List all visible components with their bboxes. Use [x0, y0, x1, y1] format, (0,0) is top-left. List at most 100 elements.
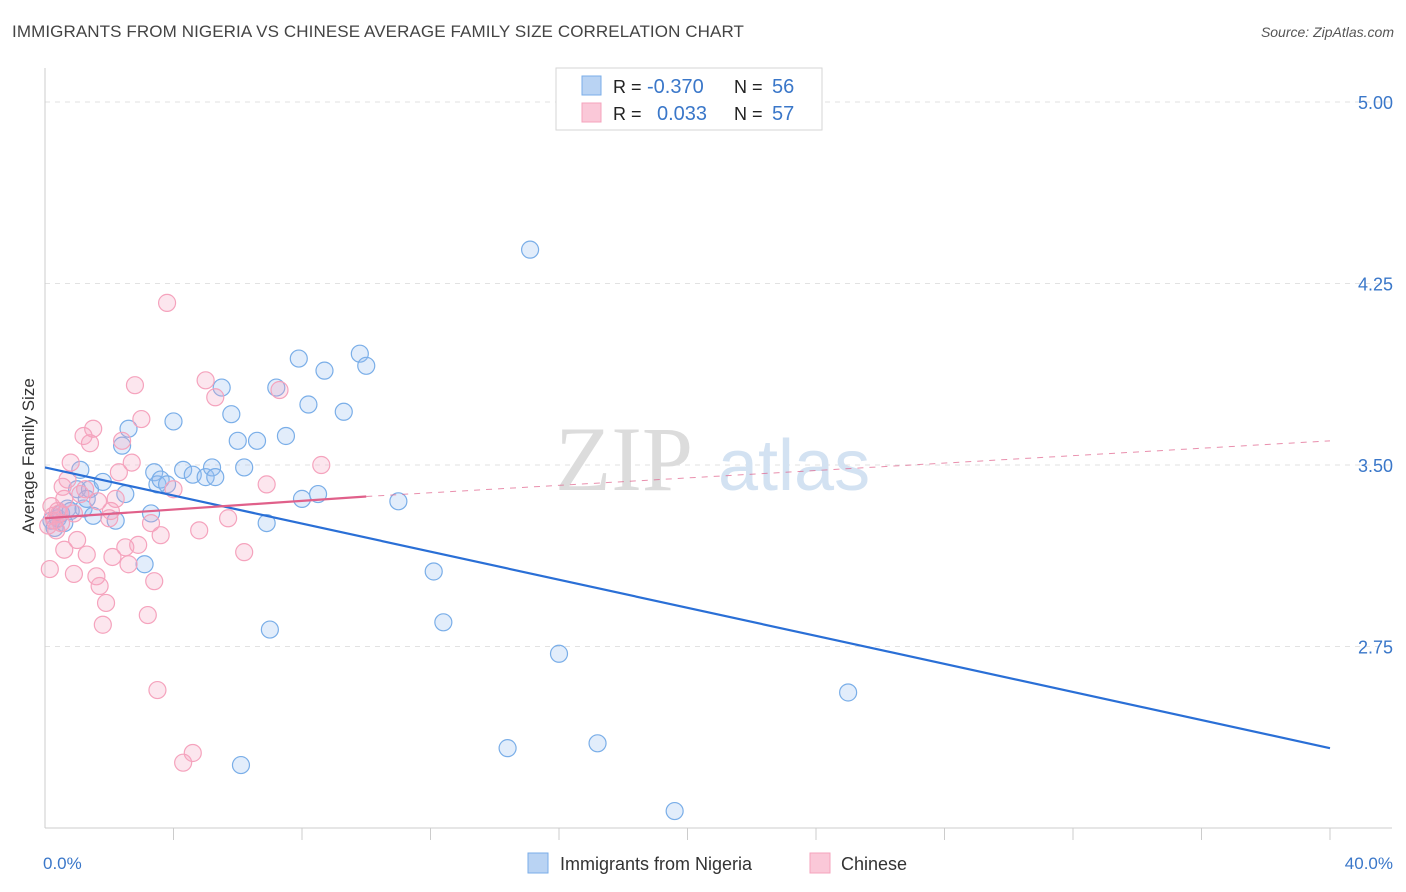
legend-label-nigeria: Immigrants from Nigeria [560, 854, 753, 874]
nigeria-point [74, 499, 93, 518]
chinese-point [55, 489, 74, 508]
chinese-point [106, 489, 125, 508]
nigeria-point [498, 739, 517, 758]
chinese-point [132, 409, 151, 429]
tick-labels: 2.75 3.50 4.25 5.00 0.0% 40.0% [43, 93, 1393, 873]
watermark-atlas: atlas [718, 426, 870, 506]
chinese-point [174, 753, 193, 772]
nigeria-point [308, 484, 328, 504]
nigeria-point [292, 489, 312, 508]
chinese-point [235, 543, 254, 562]
chinese-point [88, 492, 108, 511]
chinese-point [312, 455, 331, 475]
chart-title: IMMIGRANTS FROM NIGERIA VS CHINESE AVERA… [12, 22, 745, 41]
chinese-point [138, 605, 157, 625]
nigeria-point [839, 683, 858, 702]
watermark: ZIP atlas [555, 408, 870, 510]
nigeria-point [549, 644, 569, 663]
chinese-point [112, 431, 132, 450]
chinese-point [148, 680, 167, 700]
chinese-point [183, 743, 202, 763]
series-legend: Immigrants from Nigeria Chinese [527, 852, 907, 874]
stats-n-value: 56 [772, 76, 794, 98]
stats-n-label: N = [734, 77, 763, 97]
nigeria-point [289, 349, 308, 368]
chinese-point [119, 555, 138, 574]
chinese-point [257, 475, 276, 494]
legend-swatch-chinese [809, 852, 831, 874]
stats-row-chinese: R = 0.033 N = 57 [581, 102, 794, 125]
trend-lines [44, 440, 1331, 750]
y-tick-label: 5.00 [1358, 93, 1393, 113]
chinese-point [40, 559, 59, 579]
nigeria-point [247, 431, 267, 450]
nigeria-point [267, 378, 286, 397]
nigeria-point [334, 402, 353, 421]
nigeria-point [434, 613, 453, 632]
nigeria-point [299, 395, 318, 414]
chinese-point [61, 453, 80, 472]
chinese-point [270, 380, 289, 400]
chinese-point [51, 513, 71, 533]
x-tick-label: 40.0% [1345, 854, 1393, 873]
nigeria-point [202, 458, 222, 477]
chinese-point [101, 501, 120, 521]
chinese-point [157, 293, 177, 312]
nigeria-point [135, 555, 154, 574]
stats-legend: R = -0.370 N = 56 R = 0.033 N = 57 [555, 67, 823, 131]
trend-line-extension [366, 440, 1331, 497]
y-axis-title: Average Family Size [19, 378, 38, 534]
trend-line [44, 466, 1331, 750]
stats-swatch-nigeria [581, 75, 602, 96]
chinese-point [80, 434, 100, 453]
nigeria-point [222, 405, 241, 424]
stats-swatch-chinese [581, 102, 602, 123]
nigeria-point [212, 378, 231, 397]
chinese-point [141, 513, 161, 533]
nigeria-point [665, 801, 684, 821]
chinese-point [55, 540, 74, 559]
nigeria-point [389, 492, 408, 511]
chinese-point [129, 535, 148, 554]
nigeria-point [424, 562, 443, 581]
chinese-point [151, 526, 170, 545]
chinese-point [196, 371, 215, 390]
chinese-point [206, 388, 225, 407]
chinese-point [76, 480, 95, 499]
stats-n-value: 57 [772, 103, 794, 125]
chinese-point [93, 615, 112, 634]
nigeria-point [357, 356, 376, 375]
chinese-point [84, 419, 103, 438]
nigeria-point [257, 513, 276, 533]
chinese-point [90, 576, 109, 596]
chinese-point [64, 564, 84, 584]
nigeria-point [231, 755, 251, 775]
nigeria-point [174, 460, 193, 479]
nigeria-point [276, 426, 296, 446]
nigeria-point [206, 468, 225, 487]
axes [44, 68, 1392, 840]
nigeria-point [520, 240, 540, 259]
chinese-point [125, 376, 145, 395]
stats-r-label: R = [613, 104, 642, 124]
nigeria-point [141, 504, 161, 523]
data-points [39, 240, 858, 821]
y-tick-label: 4.25 [1358, 275, 1393, 295]
chinese-point [68, 530, 87, 550]
chinese-point [103, 547, 122, 567]
trend-line [44, 495, 367, 520]
stats-r-value: -0.370 [647, 76, 704, 98]
source-note: Source: ZipAtlas.com [1260, 24, 1394, 40]
chinese-point [87, 567, 106, 586]
chinese-point [74, 426, 93, 446]
grid-lines [45, 101, 1392, 648]
stats-row-nigeria: R = -0.370 N = 56 [581, 75, 794, 98]
stats-r-value: 0.033 [657, 103, 707, 125]
watermark-zip: ZIP [555, 408, 693, 510]
chinese-point [219, 509, 238, 528]
chinese-point [96, 593, 116, 613]
legend-label-chinese: Chinese [841, 854, 907, 874]
nigeria-point [260, 620, 279, 639]
nigeria-point [228, 431, 247, 450]
